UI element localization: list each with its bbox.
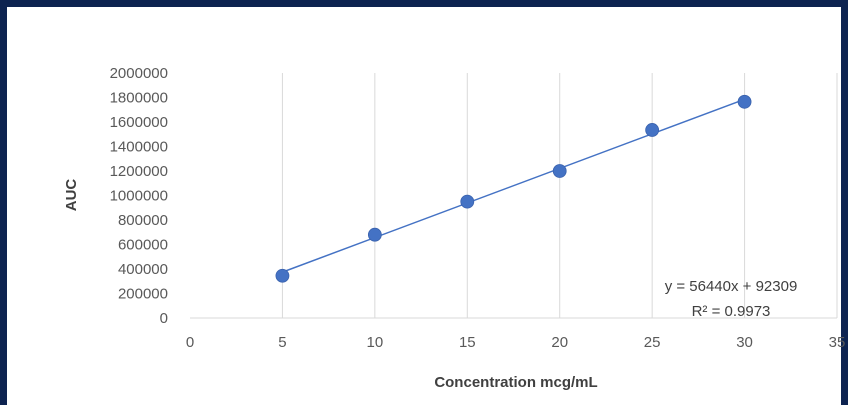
x-tick-label: 0 [186, 334, 194, 351]
y-tick-label: 600000 [118, 237, 168, 254]
data-point [367, 227, 382, 242]
y-tick-label: 1600000 [110, 114, 168, 131]
data-point [552, 164, 567, 178]
y-tick-label: 2000000 [110, 65, 168, 82]
data-point [737, 94, 752, 109]
x-axis-title: Concentration mcg/mL [434, 374, 597, 391]
x-tick-label: 15 [459, 334, 476, 351]
grid-lines [190, 73, 838, 319]
y-tick-labels: 0 200000 400000 600000 800000 1000000 1200000 1… [110, 65, 168, 327]
x-tick-label: 20 [551, 334, 568, 351]
data-points [275, 94, 752, 283]
x-tick-labels: 0 5 10 15 20 25 30 35 [186, 334, 846, 351]
y-tick-label: 800000 [118, 212, 168, 229]
y-tick-label: 0 [160, 310, 168, 327]
y-tick-label: 1200000 [110, 163, 168, 180]
trendline-equation: y = 56440x + 92309 [665, 278, 798, 295]
data-point [460, 194, 475, 209]
x-tick-label: 25 [644, 334, 661, 351]
y-tick-label: 1400000 [110, 139, 168, 156]
y-tick-label: 1000000 [110, 188, 168, 205]
y-tick-label: 200000 [118, 286, 168, 303]
y-axis-title: AUC [63, 179, 80, 212]
trendline [282, 98, 745, 273]
trendline-r-squared: R² = 0.9973 [692, 303, 771, 320]
y-tick-label: 400000 [118, 261, 168, 278]
trendline-path [282, 98, 745, 273]
data-point [275, 268, 290, 283]
x-tick-label: 35 [829, 334, 846, 351]
y-tick-label: 1800000 [110, 90, 168, 107]
x-tick-label: 30 [736, 334, 753, 351]
data-point [645, 123, 660, 137]
x-tick-label: 5 [278, 334, 286, 351]
x-tick-label: 10 [367, 334, 384, 351]
